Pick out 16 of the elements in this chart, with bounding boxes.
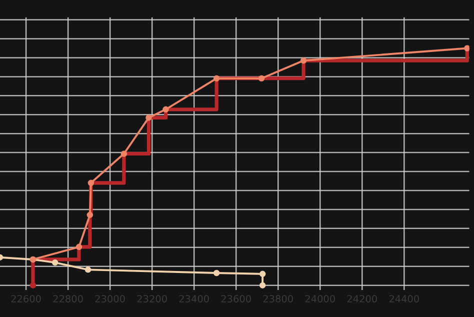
point bbox=[258, 75, 265, 82]
point bbox=[76, 244, 82, 250]
point bbox=[120, 150, 128, 157]
point bbox=[259, 270, 266, 278]
point bbox=[88, 180, 94, 186]
point bbox=[300, 57, 307, 64]
point bbox=[30, 282, 36, 288]
point bbox=[86, 212, 94, 218]
point bbox=[52, 259, 58, 266]
point bbox=[213, 270, 220, 276]
point bbox=[162, 106, 169, 113]
point bbox=[84, 266, 92, 273]
point bbox=[464, 45, 470, 52]
point bbox=[259, 282, 266, 288]
point bbox=[146, 114, 152, 121]
point bbox=[213, 75, 220, 82]
